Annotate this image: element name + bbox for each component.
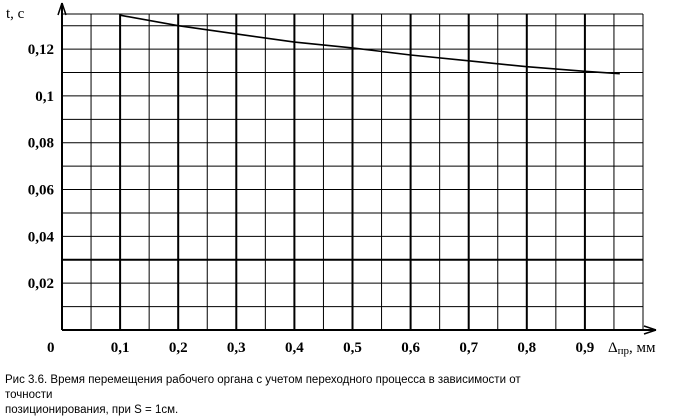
caption-line-2: позиционирования, при S = 1см.	[5, 404, 179, 416]
tick-labels: 0,1 0,2 0,3 0,4 0,5 0,6 0,7 0,8 0,9 0,02 0,04 0,06 0…	[28, 42, 595, 356]
x-tick-label: 0,2	[169, 340, 188, 356]
x-axis-label-symbol: Δ	[608, 340, 618, 356]
x-tick-label: 0,7	[459, 340, 478, 356]
y-tick-label: 0,06	[28, 183, 55, 199]
x-tick-label: 0,1	[111, 340, 130, 356]
caption-line-1: Рис 3.6. Время перемещения рабочего орга…	[5, 374, 521, 401]
x-tick-label: 0,6	[401, 340, 420, 356]
series-line	[119, 14, 620, 75]
x-tick-label: 0,4	[285, 340, 304, 356]
y-tick-label: 0,1	[35, 89, 54, 105]
x-tick-label: 0,5	[343, 340, 362, 356]
y-tick-label: 0,02	[28, 276, 54, 292]
y-axis-arrow	[57, 2, 67, 16]
x-axis-label-unit: , мм	[629, 340, 656, 356]
figure-caption: Рис 3.6. Время перемещения рабочего орга…	[5, 373, 565, 418]
origin-label: 0	[47, 340, 55, 356]
y-tick-label: 0,12	[28, 42, 54, 58]
series-group	[119, 14, 620, 75]
x-axis-label: Δпр, мм	[608, 340, 656, 357]
x-axis-arrow	[643, 325, 657, 335]
axes	[57, 2, 657, 335]
y-axis-label: t, c	[6, 6, 25, 22]
y-tick-label: 0,08	[28, 136, 54, 152]
x-axis-label-subscript: пр	[618, 345, 630, 357]
x-tick-label: 0,9	[576, 340, 595, 356]
y-tick-label: 0,04	[28, 229, 55, 245]
x-tick-label: 0,3	[227, 340, 246, 356]
x-tick-label: 0,8	[517, 340, 536, 356]
